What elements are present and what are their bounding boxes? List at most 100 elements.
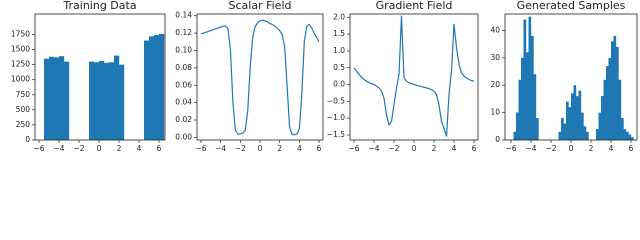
panel: Scalar Field −6 −4 −2 0 2 4 6 0.00 0.02 0.04 0.06 0.… — [175, 0, 324, 153]
bar — [59, 56, 65, 140]
x-tick-label: 4 — [609, 144, 614, 153]
x-tick-label: 4 — [452, 144, 457, 153]
bar — [64, 61, 70, 140]
y-tick-label: 750 — [16, 90, 31, 99]
y-tick-label: 0.00 — [175, 132, 192, 141]
y-tick-label: 1000 — [11, 75, 30, 84]
bar — [596, 129, 599, 140]
line — [200, 19, 320, 136]
axes-frame — [196, 13, 324, 141]
y-tick-label: 1500 — [11, 45, 30, 54]
x-tick-label: 2 — [277, 144, 282, 153]
x-tick-label: −4 — [53, 144, 64, 153]
y-tick-label: −1.5 — [327, 130, 345, 139]
y-tick-label: 10 — [490, 108, 500, 117]
bar — [571, 93, 574, 140]
x-tick-label: −4 — [368, 144, 379, 153]
bar — [119, 64, 125, 140]
x-tick-label: 6 — [629, 144, 634, 153]
x-tick-label: −4 — [525, 144, 536, 153]
y-tick-label: 500 — [16, 105, 31, 114]
x-tick-label: −6 — [348, 144, 359, 153]
bar — [586, 131, 589, 140]
bar — [601, 96, 604, 140]
x-tick-label: 0 — [412, 144, 417, 153]
y-tick-label: 0 — [495, 135, 500, 144]
bar — [568, 107, 572, 140]
x-tick-label: −4 — [215, 144, 226, 153]
bar — [518, 79, 522, 140]
bar — [628, 134, 632, 140]
y-tick-label: −0.5 — [327, 96, 345, 105]
bar — [144, 40, 150, 140]
bar — [109, 62, 115, 141]
bar — [521, 57, 524, 140]
bar — [611, 41, 614, 140]
bar — [149, 36, 155, 140]
bar — [566, 101, 569, 140]
x-tick-label: −2 — [73, 144, 84, 153]
bar — [159, 33, 165, 140]
x-tick-label: −2 — [388, 144, 399, 153]
y-tick-label: 250 — [16, 120, 31, 129]
x-tick-label: −2 — [545, 144, 556, 153]
y-tick-label: 0 — [25, 135, 30, 144]
x-tick-label: −6 — [505, 144, 516, 153]
line — [353, 15, 475, 137]
bar — [606, 66, 609, 140]
x-tick-label: 6 — [157, 144, 162, 153]
x-tick-label: −6 — [33, 144, 44, 153]
bar — [558, 131, 562, 140]
bar — [631, 137, 634, 140]
bar — [513, 131, 517, 140]
bar — [533, 74, 537, 140]
bar — [616, 46, 619, 140]
panel: Generated Samples −6 −4 −2 0 2 4 6 0 10 20 30 40 — [490, 0, 638, 153]
y-tick-label: 1.5 — [333, 29, 345, 38]
bar — [576, 96, 579, 140]
x-tick-label: 2 — [432, 144, 437, 153]
bar — [526, 52, 529, 140]
y-tick-label: 0.14 — [175, 11, 192, 20]
bar — [583, 126, 587, 140]
bar — [89, 61, 95, 140]
bar — [114, 55, 120, 141]
bar — [523, 19, 527, 141]
bar — [626, 131, 629, 140]
x-tick-label: 2 — [589, 144, 594, 153]
bar — [603, 79, 607, 140]
bar — [598, 112, 602, 140]
x-tick-label: −2 — [235, 144, 246, 153]
bar — [536, 118, 539, 140]
x-tick-label: 4 — [137, 144, 142, 153]
bar — [618, 79, 622, 140]
bar — [581, 112, 584, 140]
y-tick-label: 0.0 — [333, 80, 345, 89]
figure: Training Data−6 −4 −2 0 2 4 602505007501000125… — [11, 0, 638, 153]
bar — [516, 112, 519, 140]
axes-frame — [34, 13, 166, 141]
panel: Training Data −6 −4 −2 0 2 4 6 0 250 500 750 1000 125… — [11, 0, 166, 153]
x-tick-label: 2 — [117, 144, 122, 153]
y-tick-label: 1250 — [11, 60, 30, 69]
bar — [573, 85, 577, 140]
bar — [99, 61, 105, 140]
y-tick-label: 30 — [490, 53, 500, 62]
bar — [578, 90, 582, 140]
y-tick-label: 40 — [490, 25, 500, 34]
x-tick-label: 4 — [297, 144, 302, 153]
y-tick-label: −1.0 — [327, 113, 345, 122]
x-tick-label: 0 — [97, 144, 102, 153]
y-tick-label: 20 — [490, 80, 500, 89]
bar — [531, 35, 534, 141]
x-tick-label: −6 — [195, 144, 206, 153]
bar — [44, 58, 50, 140]
bar — [623, 129, 627, 140]
bar — [154, 35, 160, 140]
y-tick-label: 0.02 — [175, 115, 192, 124]
bar — [563, 123, 567, 140]
bar — [54, 57, 60, 140]
x-tick-label: 0 — [258, 144, 263, 153]
bar — [104, 62, 110, 140]
y-tick-label: 2.0 — [333, 12, 345, 21]
